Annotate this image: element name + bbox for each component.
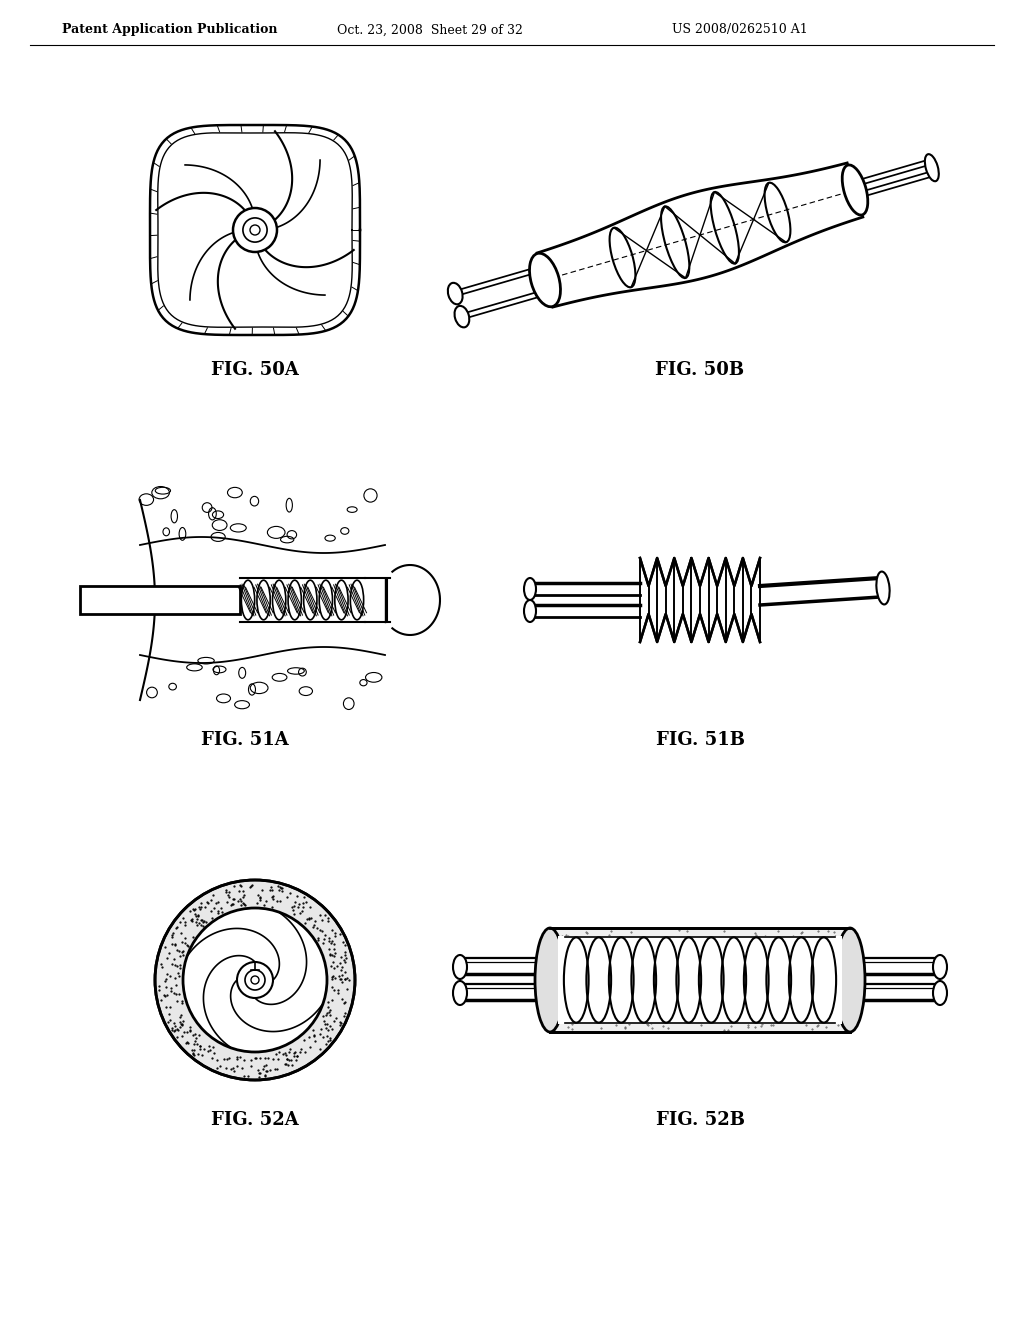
Polygon shape — [742, 558, 752, 642]
Circle shape — [233, 209, 278, 252]
Text: FIG. 50B: FIG. 50B — [655, 360, 744, 379]
Text: FIG. 51B: FIG. 51B — [655, 731, 744, 748]
Ellipse shape — [319, 581, 333, 620]
Ellipse shape — [925, 154, 939, 181]
Ellipse shape — [350, 581, 364, 620]
Polygon shape — [691, 558, 700, 642]
Circle shape — [237, 962, 273, 998]
Ellipse shape — [524, 601, 536, 622]
Polygon shape — [752, 558, 760, 642]
Text: FIG. 52B: FIG. 52B — [655, 1111, 744, 1129]
Ellipse shape — [272, 581, 286, 620]
Ellipse shape — [242, 581, 255, 620]
Ellipse shape — [835, 928, 865, 1032]
Text: US 2008/0262510 A1: US 2008/0262510 A1 — [672, 24, 808, 37]
Polygon shape — [640, 558, 648, 642]
Polygon shape — [709, 558, 717, 642]
Ellipse shape — [257, 581, 270, 620]
Circle shape — [183, 908, 327, 1052]
Polygon shape — [700, 558, 709, 642]
Circle shape — [155, 880, 355, 1080]
Text: Oct. 23, 2008  Sheet 29 of 32: Oct. 23, 2008 Sheet 29 of 32 — [337, 24, 523, 37]
Ellipse shape — [453, 954, 467, 979]
Polygon shape — [648, 558, 657, 642]
Circle shape — [243, 218, 267, 242]
Text: Patent Application Publication: Patent Application Publication — [62, 24, 278, 37]
Text: FIG. 51A: FIG. 51A — [201, 731, 289, 748]
Ellipse shape — [842, 165, 867, 215]
Circle shape — [250, 224, 260, 235]
Polygon shape — [683, 558, 691, 642]
Ellipse shape — [535, 928, 565, 1032]
Circle shape — [251, 975, 259, 983]
FancyBboxPatch shape — [550, 928, 850, 1032]
Ellipse shape — [288, 581, 301, 620]
Ellipse shape — [933, 954, 947, 979]
Ellipse shape — [447, 282, 463, 305]
Bar — [558, 936, 842, 1024]
Ellipse shape — [335, 581, 348, 620]
Text: FIG. 52A: FIG. 52A — [211, 1111, 299, 1129]
Ellipse shape — [933, 981, 947, 1005]
Polygon shape — [657, 558, 666, 642]
Polygon shape — [717, 558, 726, 642]
Ellipse shape — [453, 981, 467, 1005]
Polygon shape — [674, 558, 683, 642]
Ellipse shape — [304, 581, 316, 620]
Circle shape — [245, 970, 265, 990]
Ellipse shape — [529, 253, 560, 306]
Bar — [80, 586, 240, 614]
Text: FIG. 50A: FIG. 50A — [211, 360, 299, 379]
Polygon shape — [734, 558, 742, 642]
Polygon shape — [726, 558, 734, 642]
Polygon shape — [666, 558, 674, 642]
Ellipse shape — [455, 306, 469, 327]
Ellipse shape — [524, 578, 536, 601]
Ellipse shape — [877, 572, 890, 605]
